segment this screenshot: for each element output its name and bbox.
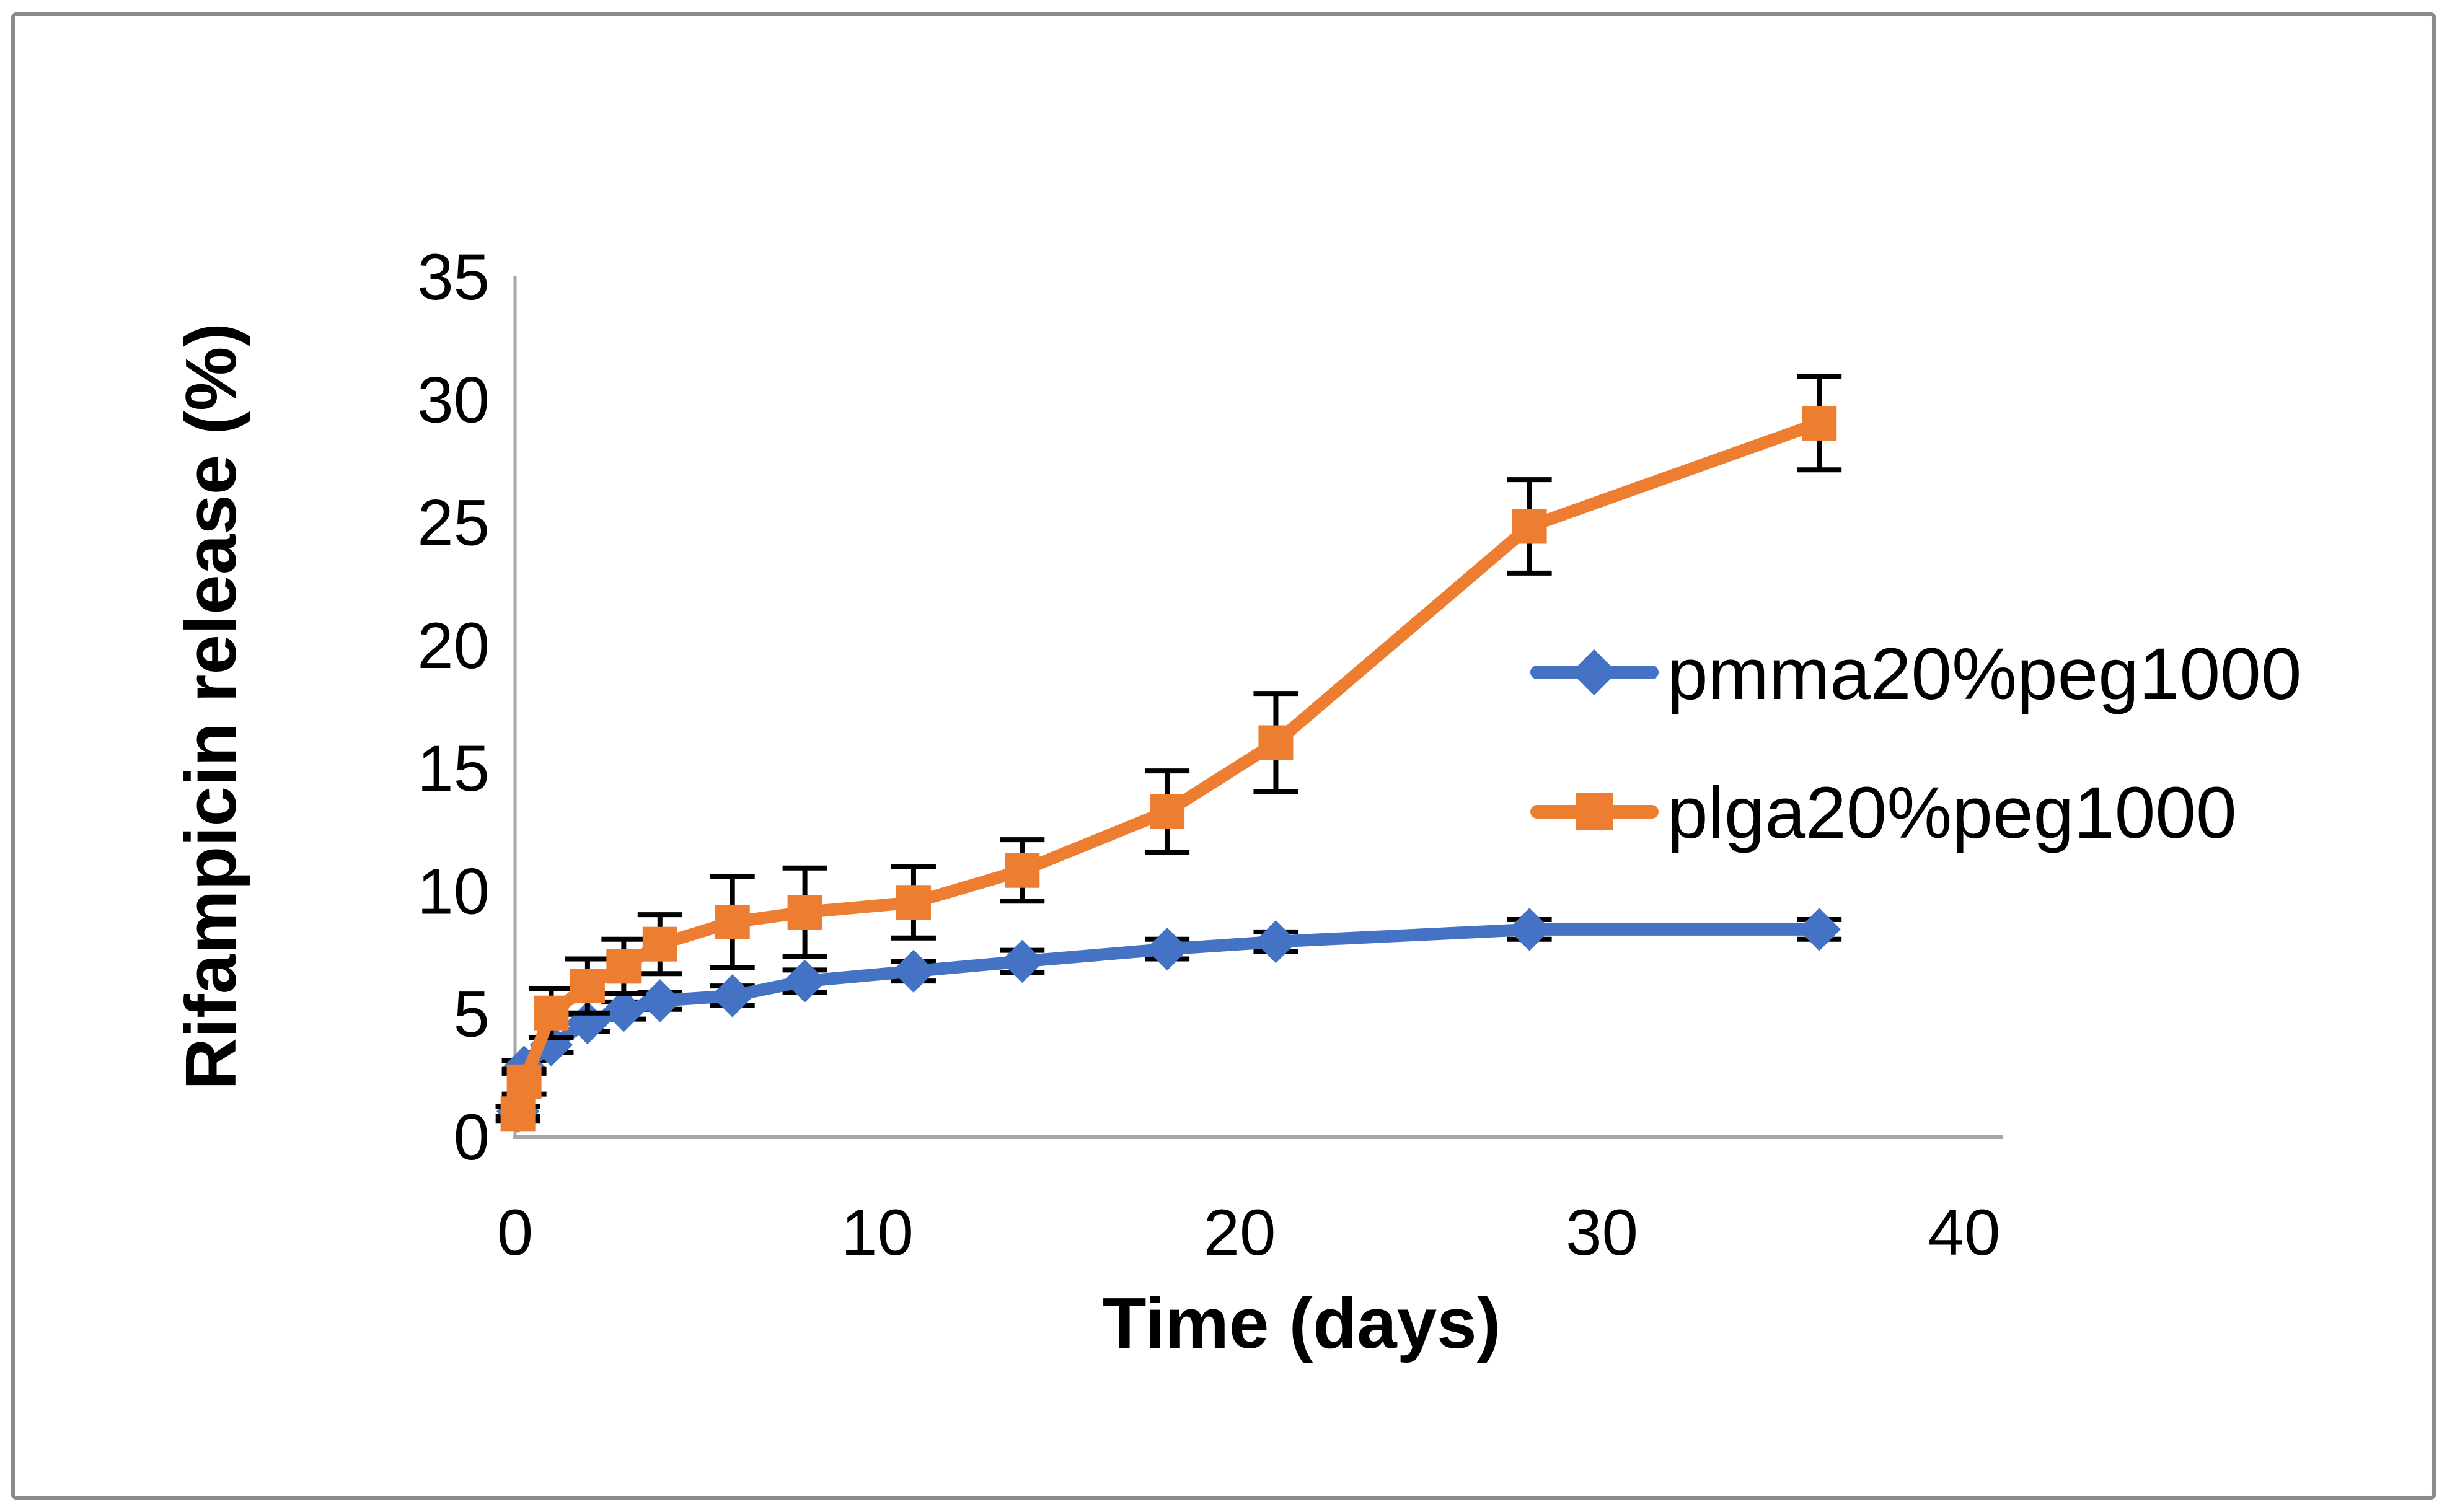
y-tick-label: 5 — [454, 978, 490, 1051]
y-tick-label: 15 — [417, 732, 490, 805]
data-series — [495, 374, 1842, 1133]
data-point-marker-diamond — [1507, 908, 1551, 951]
data-point-marker-square — [1802, 405, 1837, 441]
data-point-marker-square — [715, 904, 750, 939]
y-tick-label: 25 — [417, 487, 490, 560]
legend-marker-diamond — [1530, 649, 1659, 696]
data-point-marker-diamond — [602, 989, 646, 1032]
data-point-marker-square — [1150, 794, 1185, 829]
x-tick-label: 30 — [1566, 1197, 1638, 1269]
y-tick-label: 20 — [417, 610, 490, 682]
legend-item-plga: plga20%peg1000 — [1530, 772, 2237, 854]
data-point-marker-square — [642, 926, 677, 962]
y-tick-label: 0 — [454, 1101, 490, 1174]
legend-label-pmma: pmma20%peg1000 — [1667, 633, 2301, 715]
data-point-marker-diamond — [1571, 649, 1618, 696]
y-tick-label: 30 — [417, 364, 490, 436]
legend-item-pmma: pmma20%peg1000 — [1530, 633, 2301, 715]
x-tick-label: 20 — [1204, 1197, 1276, 1269]
data-point-marker-diamond — [1000, 939, 1044, 983]
data-point-marker-square — [1576, 793, 1613, 830]
figure-border — [11, 12, 2436, 1500]
series-plga — [495, 374, 1842, 1132]
legend: pmma20%peg1000 plga20%peg1000 — [1530, 633, 2301, 854]
y-tick-label: 10 — [417, 855, 490, 928]
data-point-marker-diamond — [638, 979, 682, 1022]
data-point-marker-diamond — [1797, 908, 1841, 951]
data-point-marker-square — [570, 969, 605, 1004]
data-point-marker-diamond — [1254, 920, 1298, 964]
data-point-marker-square — [506, 1064, 542, 1099]
y-axis-title: Rifampicin release (%) — [170, 323, 251, 1090]
data-point-marker-diamond — [710, 974, 754, 1018]
legend-label-plga: plga20%peg1000 — [1667, 772, 2237, 854]
data-point-marker-diamond — [783, 959, 827, 1003]
y-tick-label: 35 — [417, 241, 490, 314]
data-point-marker-square — [1005, 853, 1040, 888]
data-point-marker-square — [787, 895, 822, 930]
axes — [513, 276, 2003, 1139]
tick-labels: 0 5 10 15 20 25 30 35 0 10 20 30 40 — [417, 241, 2000, 1269]
x-tick-label: 40 — [1928, 1197, 2001, 1269]
data-point-marker-square — [534, 995, 569, 1031]
data-point-marker-diamond — [529, 1023, 573, 1066]
x-tick-label: 0 — [497, 1197, 533, 1269]
data-point-marker-square — [500, 1096, 536, 1132]
data-point-marker-diamond — [892, 949, 935, 993]
data-point-marker-square — [1258, 725, 1294, 760]
data-point-marker-square — [606, 949, 642, 984]
series-markers — [500, 405, 1837, 1132]
x-tick-label: 10 — [841, 1197, 914, 1269]
data-point-marker-diamond — [1145, 927, 1189, 971]
x-axis-title: Time (days) — [1103, 1283, 1501, 1363]
legend-marker-square — [1530, 793, 1659, 830]
data-point-marker-square — [1512, 509, 1547, 544]
data-point-marker-square — [896, 885, 931, 920]
